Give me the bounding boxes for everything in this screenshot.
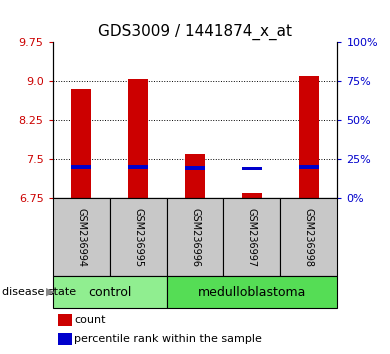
Text: disease state: disease state — [2, 287, 76, 297]
Bar — [53, 276, 167, 308]
Bar — [167, 198, 223, 276]
Text: GSM236996: GSM236996 — [190, 208, 200, 267]
Bar — [185, 166, 205, 170]
Title: GDS3009 / 1441874_x_at: GDS3009 / 1441874_x_at — [98, 23, 292, 40]
Bar — [53, 198, 110, 276]
Bar — [58, 314, 72, 326]
Bar — [223, 198, 280, 276]
Text: GSM236995: GSM236995 — [133, 207, 143, 267]
Bar — [128, 165, 148, 169]
Bar — [280, 198, 337, 276]
Text: control: control — [88, 286, 131, 298]
Bar — [71, 89, 91, 198]
Bar — [242, 167, 262, 171]
Text: GSM236994: GSM236994 — [76, 208, 86, 267]
Text: count: count — [74, 315, 106, 325]
Bar — [58, 333, 72, 346]
Bar — [71, 165, 91, 169]
Text: GSM236997: GSM236997 — [247, 207, 257, 267]
Bar — [299, 165, 319, 169]
Bar — [299, 76, 319, 198]
Bar — [167, 276, 337, 308]
Text: medulloblastoma: medulloblastoma — [198, 286, 306, 298]
Bar — [128, 79, 148, 198]
Bar — [185, 154, 205, 198]
Text: percentile rank within the sample: percentile rank within the sample — [74, 335, 262, 344]
Text: ▶: ▶ — [46, 287, 55, 297]
Text: GSM236998: GSM236998 — [304, 208, 314, 267]
Bar — [242, 193, 262, 198]
Bar — [110, 198, 167, 276]
